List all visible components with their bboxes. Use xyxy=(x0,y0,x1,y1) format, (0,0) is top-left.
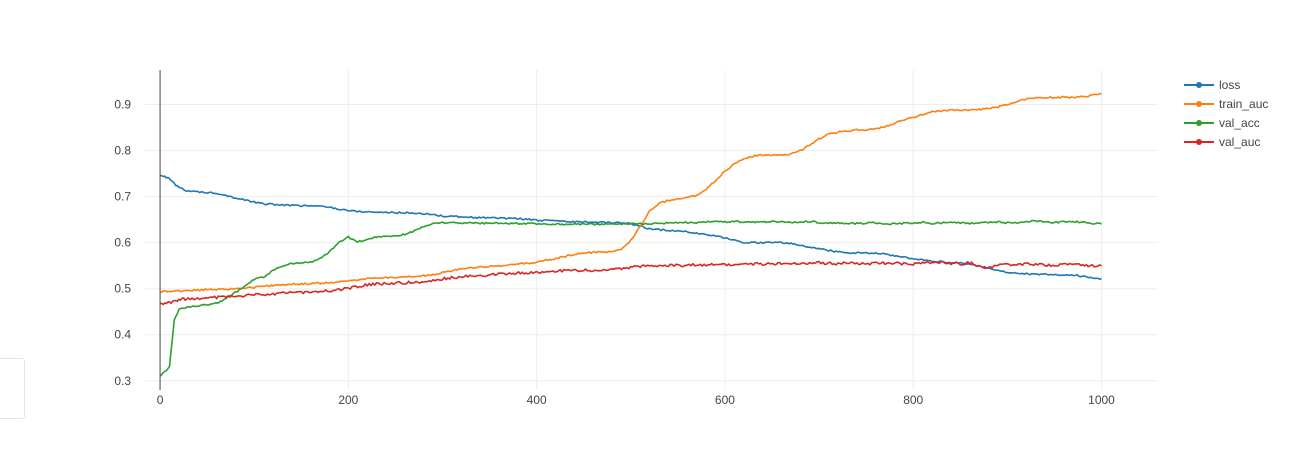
legend-label: val_acc xyxy=(1219,116,1260,130)
legend-label: val_auc xyxy=(1219,135,1260,149)
chart-grid xyxy=(145,70,1158,390)
y-tick-label: 0.6 xyxy=(114,236,131,250)
series-line-train-auc xyxy=(159,92,1102,294)
legend-item-val-acc[interactable]: val_acc xyxy=(1184,116,1260,130)
legend-marker xyxy=(1196,82,1202,88)
y-tick-label: 0.3 xyxy=(114,374,131,388)
legend-label: loss xyxy=(1219,78,1240,92)
x-tick-label: 200 xyxy=(338,393,358,407)
legend-item-val-auc[interactable]: val_auc xyxy=(1184,135,1260,149)
y-tick-label: 0.7 xyxy=(114,190,131,204)
x-tick-label: 600 xyxy=(715,393,735,407)
chart-legend[interactable]: loss train_auc val_acc val_auc xyxy=(1184,78,1268,149)
chart-axes: 0.3 0.4 0.5 0.6 0.7 0.8 0.9 0 200 400 600 800 1000 xyxy=(114,70,1115,407)
y-tick-label: 0.8 xyxy=(114,144,131,158)
series-line-val-acc xyxy=(159,219,1102,377)
chart-series xyxy=(159,92,1102,377)
legend-item-loss[interactable]: loss xyxy=(1184,78,1240,92)
series-line-val-auc xyxy=(160,260,1102,306)
x-tick-label: 0 xyxy=(157,393,164,407)
legend-marker xyxy=(1196,101,1202,107)
x-tick-label: 400 xyxy=(527,393,547,407)
legend-marker xyxy=(1196,120,1202,126)
series-line-loss xyxy=(159,174,1102,280)
y-tick-label: 0.9 xyxy=(114,98,131,112)
legend-marker xyxy=(1196,139,1202,145)
y-tick-label: 0.4 xyxy=(114,328,131,342)
legend-item-train-auc[interactable]: train_auc xyxy=(1184,97,1268,111)
legend-label: train_auc xyxy=(1219,97,1268,111)
x-tick-label: 1000 xyxy=(1088,393,1115,407)
y-tick-label: 0.5 xyxy=(114,282,131,296)
modebar-stub[interactable] xyxy=(0,358,25,419)
x-tick-label: 800 xyxy=(903,393,923,407)
